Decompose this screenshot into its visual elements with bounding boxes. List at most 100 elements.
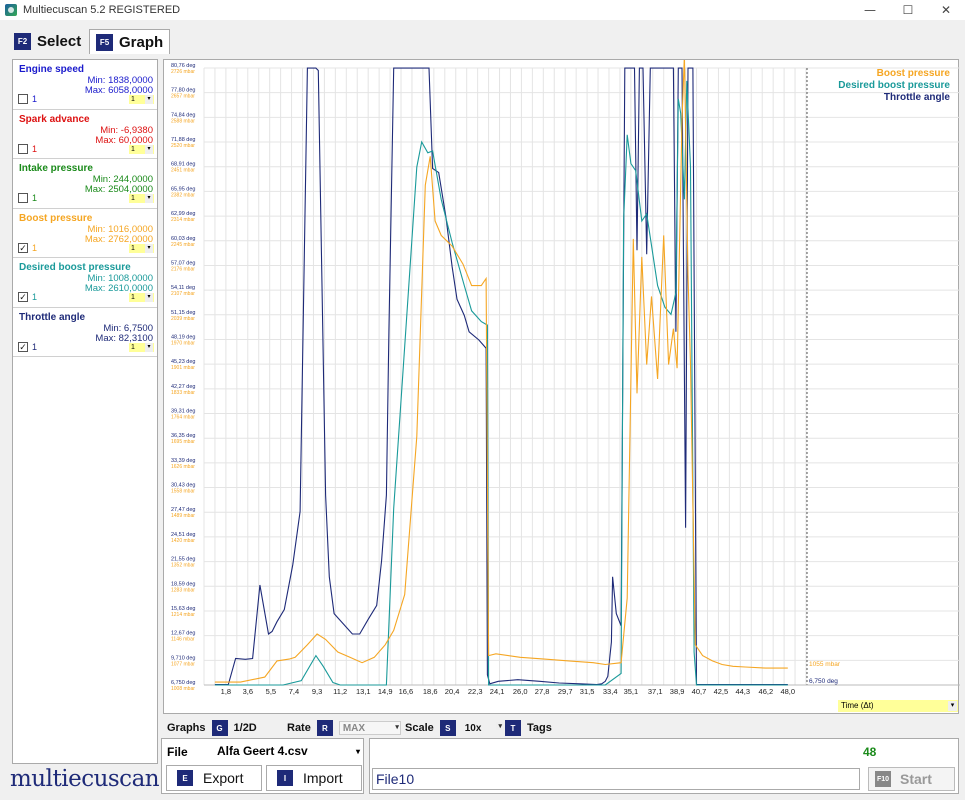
y-tick-deg: 54,11 deg (171, 285, 195, 291)
x-tick-label: 18,6 (423, 687, 438, 696)
rate-select[interactable]: MAX ▾ (338, 721, 401, 735)
signal-min: Min: 1016,0000 (87, 223, 154, 235)
x-tick-label: 42,5 (714, 687, 729, 696)
chevron-down-icon: ▾ (355, 747, 360, 756)
signal-axis-select[interactable]: 1 ▾ (129, 243, 154, 253)
x-tick-label: 3,6 (243, 687, 253, 696)
maximize-button[interactable]: ☐ (902, 3, 914, 17)
y-tick-mbar: 1833 mbar (171, 390, 195, 396)
y-tick-deg: 68,91 deg (171, 162, 195, 168)
signal-item[interactable]: Spark advance Min: -6,9380 Max: 60,0000 1 1 ▾ (13, 110, 157, 159)
x-tick-label: 37,1 (648, 687, 663, 696)
y-tick-deg: 39,31 deg (171, 409, 195, 415)
tab-graph[interactable]: F5 Graph (89, 29, 171, 54)
app-logo-icon (5, 4, 17, 16)
series-line-desired-boost-pressure (214, 80, 788, 686)
import-button[interactable]: I Import (266, 765, 362, 791)
signal-item[interactable]: Boost pressure Min: 1016,0000 Max: 2762,00… (13, 209, 157, 258)
chevron-down-icon: ▾ (145, 144, 153, 154)
time-axis-select[interactable]: ▾ Time (Δt) (838, 700, 958, 712)
signal-checkbox[interactable]: ✓ (18, 242, 28, 253)
y-tick-deg: 57,07 deg (171, 260, 195, 266)
x-tick-label: 48,0 (780, 687, 795, 696)
signal-axis-select[interactable]: 1 ▾ (129, 95, 154, 104)
key-f5-icon: F5 (96, 33, 113, 51)
start-label: Start (900, 771, 932, 787)
x-tick-label: 22,3 (468, 687, 483, 696)
signal-axis-select[interactable]: 1 ▾ (129, 342, 154, 352)
chevron-down-icon: ▾ (145, 194, 153, 203)
signal-item[interactable]: Intake pressure Min: 244,0000 Max: 2504,00… (13, 159, 157, 209)
signal-axis-select[interactable]: 1 ▾ (129, 144, 154, 154)
minimize-button[interactable]: — (864, 3, 876, 17)
signal-item[interactable]: Engine speed Min: 1838,0000 Max: 6058,0000… (13, 60, 157, 110)
x-tick-label: 7,4 (289, 687, 299, 696)
key-i-icon: I (277, 770, 293, 786)
y-tick-deg: 15,63 deg (171, 606, 195, 612)
signal-axis-value: 1 (131, 195, 135, 202)
signal-checkbox[interactable] (18, 94, 28, 104)
key-e-icon: E (177, 770, 193, 786)
key-g-icon[interactable]: G (211, 720, 228, 736)
signal-name: Desired boost pressure (19, 262, 131, 273)
tags-label[interactable]: Tags (527, 722, 552, 734)
y-tick-mbar: 1420 mbar (171, 538, 195, 544)
signal-axis-select[interactable]: 1 ▾ (129, 194, 154, 203)
export-button[interactable]: E Export (166, 765, 262, 791)
signal-axis-select[interactable]: 1 ▾ (129, 293, 154, 302)
y-tick-mbar: 2382 mbar (171, 192, 195, 198)
y-tick-mbar: 1214 mbar (171, 612, 195, 618)
tags-control[interactable]: T Tags (505, 719, 552, 737)
signal-range: Min: 6,7500 Max: 82,3100 (95, 322, 153, 344)
scale-select[interactable]: 10x ▾ (462, 721, 506, 735)
title-bar: Multiecuscan 5.2 REGISTERED — ☐ ✕ (0, 0, 965, 20)
filename-field[interactable]: File10 (372, 768, 860, 790)
signal-axis-value: 1 (131, 96, 135, 103)
y-tick-deg: 77,80 deg (171, 88, 195, 94)
y-tick-deg: 42,27 deg (171, 384, 195, 390)
signal-name: Throttle angle (19, 311, 86, 323)
signal-item[interactable]: Desired boost pressure Min: 1008,0000 Max:… (13, 258, 157, 308)
start-button[interactable]: F10 Start (868, 767, 955, 791)
signal-axis-label: 1 (32, 143, 38, 154)
close-button[interactable]: ✕ (940, 3, 952, 17)
signal-range: Min: 1008,0000 Max: 2610,0000 (85, 274, 153, 294)
y-tick-deg: 71,88 deg (171, 137, 195, 143)
window-title: Multiecuscan 5.2 REGISTERED (23, 4, 181, 16)
legend-entry: Throttle angle (883, 92, 950, 103)
key-s-icon[interactable]: S (439, 720, 456, 736)
file-select[interactable]: Alfa Geert 4.csv ▾ (217, 743, 362, 760)
signal-min: Min: 244,0000 (92, 174, 153, 185)
signal-range: Min: -6,9380 Max: 60,0000 (95, 125, 153, 146)
rate-value: MAX (342, 722, 366, 734)
y-tick-mbar: 1558 mbar (171, 489, 195, 495)
tab-select[interactable]: F2 Select (14, 29, 81, 54)
key-r-icon[interactable]: R (316, 720, 333, 736)
brand-logo: multiecuscan (10, 766, 160, 792)
y-tick-mbar: 1626 mbar (171, 464, 195, 470)
y-tick-deg: 36,35 deg (171, 433, 195, 439)
signal-list: Engine speed Min: 1838,0000 Max: 6058,0000… (12, 59, 158, 764)
signal-checkbox[interactable] (18, 193, 28, 203)
chevron-down-icon: ▾ (495, 722, 505, 730)
x-tick-label: 11,2 (333, 687, 347, 696)
key-f2-icon: F2 (14, 33, 31, 50)
x-tick-label: 38,9 (670, 687, 685, 696)
signal-checkbox[interactable]: ✓ (18, 341, 28, 352)
end-value-mbar: 1055 mbar (809, 661, 841, 668)
signal-name: Spark advance (19, 113, 90, 125)
signal-min: Min: 1008,0000 (87, 273, 154, 284)
y-tick-mbar: 1901 mbar (171, 365, 195, 371)
signal-checkbox[interactable] (18, 143, 28, 154)
y-tick-deg: 48,19 deg (171, 334, 195, 340)
key-t-icon[interactable]: T (505, 720, 521, 736)
file-label: File (167, 745, 188, 759)
y-tick-mbar: 2520 mbar (171, 143, 195, 149)
file-select-value: Alfa Geert 4.csv (217, 744, 308, 758)
signal-min: Min: 6,7500 (103, 322, 153, 334)
y-tick-mbar: 1970 mbar (171, 340, 195, 346)
graphs-value[interactable]: 1/2D (233, 722, 257, 734)
signal-checkbox[interactable]: ✓ (18, 292, 28, 302)
signal-axis-label: 1 (32, 94, 38, 104)
signal-item[interactable]: Throttle angle Min: 6,7500 Max: 82,3100 ✓ 1 1… (13, 308, 157, 357)
